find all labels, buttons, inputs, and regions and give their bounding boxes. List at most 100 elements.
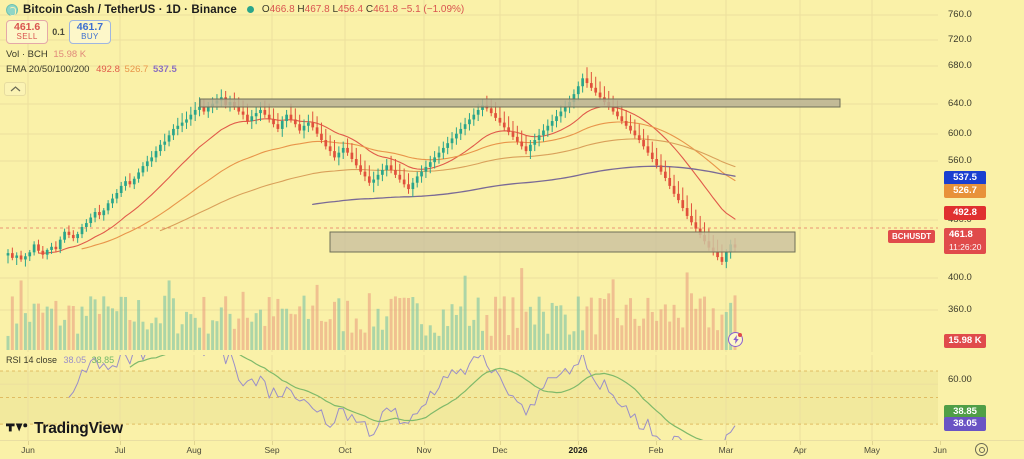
price-axis-label: 400.0 [948,272,972,283]
rsi-ma-badge[interactable]: 38.85 [944,405,986,419]
time-axis-tick [120,441,121,445]
volume-legend-label: Vol · BCH [6,49,48,61]
price-axis[interactable]: 760.0720.0680.0640.0600.0560.0480.0400.0… [888,0,1024,440]
rsi-axis-label: 60.00 [948,374,972,385]
rsi-chart-svg [0,355,938,440]
time-axis-tick [424,441,425,445]
symbol-title[interactable]: Bitcoin Cash / TetherUS · 1D · Binance [23,3,237,16]
ema-value-3: 537.5 [152,64,177,76]
rsi-value: 38.05 [63,355,87,365]
tradingview-watermark: TradingView [6,420,123,438]
time-axis-label: Dec [492,445,508,455]
current-price-value: 461.8 [949,229,973,240]
time-axis-label: Jun [21,445,35,455]
chart-legend: Bitcoin Cash / TetherUS · 1D · Binance O… [6,2,464,75]
price-axis-label: 360.0 [948,304,972,315]
trade-widget[interactable]: 461.6 SELL 0.1 461.7 BUY [6,20,464,45]
ohlc-open-value: 466.8 [269,4,295,15]
price-axis-label: 560.0 [948,155,972,166]
time-axis-label: Jul [114,445,126,455]
time-axis-label: Nov [416,445,432,455]
buy-button[interactable]: 461.7 BUY [68,20,112,45]
buy-price: 461.7 [76,21,104,33]
rsi-line [68,355,736,440]
time-axis-label: Aug [186,445,202,455]
time-axis[interactable]: Jun Jul Aug Sep Oct Nov Dec 2026 Feb Mar Apr May Jun [0,440,1024,459]
bch-logo-icon [6,3,18,16]
rsi-pane[interactable] [0,355,938,440]
support-zone[interactable] [329,231,796,253]
volume-series [6,268,737,350]
sell-label: SELL [16,32,38,42]
lightning-bolt-glyph [732,335,739,344]
symbol-row[interactable]: Bitcoin Cash / TetherUS · 1D · Binance O… [6,2,464,17]
market-open-dot-icon [246,6,254,13]
time-axis-tick [272,441,273,445]
ema-200-price-badge[interactable]: 537.5 [944,171,986,185]
price-axis-label: 760.0 [948,9,972,20]
ohlc-low-key: L [332,4,339,15]
price-axis-label: 600.0 [948,128,972,139]
time-axis-label: Jun [933,445,947,455]
time-axis-tick [578,441,579,445]
ohlc-close-value: 461.8 [373,4,399,15]
time-axis-label: 2026 [568,445,588,455]
time-axis-tick [726,441,727,445]
rsi-ma-value: 38.85 [91,355,115,365]
current-price-badge[interactable]: 461.8 11:26:20 [944,228,986,254]
price-axis-label: 680.0 [948,60,972,71]
ohlc-open-key: O [261,4,270,15]
time-axis-label: Sep [264,445,280,455]
rsi-ma-line [129,355,704,440]
ohlc-low-value: 456.4 [338,4,364,15]
time-axis-label: Oct [338,445,352,455]
buy-label: BUY [81,32,99,42]
volume-legend[interactable]: Vol · BCH 15.98 K [6,49,464,60]
ema-200-line [312,165,736,206]
rsi-value-badge[interactable]: 38.05 [944,417,986,431]
ema-value-2: 526.7 [124,64,149,76]
time-axis-tick [940,441,941,445]
alert-bolt-icon[interactable] [728,332,743,347]
resistance-zone[interactable] [199,98,841,108]
time-axis-label: May [863,445,881,455]
time-axis-label: Apr [793,445,807,455]
volume-value-badge[interactable]: 15.98 K [944,334,986,348]
time-axis-label: Feb [648,445,664,455]
ohlc-high-value: 467.8 [304,4,330,15]
bar-countdown: 11:26:20 [949,242,982,252]
volume-legend-value: 15.98 K [53,49,87,61]
collapse-legend-button[interactable] [4,82,26,96]
time-axis-tick [656,441,657,445]
rsi-legend-label: RSI 14 close [6,355,58,365]
ema-value-1: 492.8 [96,64,120,76]
ohlc-close-key: C [365,4,374,15]
time-axis-label: Mar [718,445,734,455]
ohlc-change: −5.1 (−1.09%) [400,4,465,15]
ema-100-price-badge[interactable]: 526.7 [944,184,986,198]
price-chart-svg [0,0,938,352]
sell-price: 461.6 [14,21,41,33]
spread-value: 0.1 [52,27,65,38]
ema-legend[interactable]: EMA 20/50/100/200 492.8 526.7 537.5 [6,64,464,75]
ohlc-values: O466.8 H467.8 L456.4 C461.8 −5.1 (−1.09%… [262,4,464,15]
price-axis-label: 640.0 [948,98,972,109]
chart-settings-icon[interactable] [975,443,988,456]
symbol-price-tag: BCHUSDT [888,230,936,243]
tradingview-wordmark: TradingView [34,420,123,437]
ema-legend-label: EMA 20/50/100/200 [6,64,90,76]
ema-20-line [37,106,736,254]
ema-50-price-badge[interactable]: 492.8 [944,206,986,220]
price-pane[interactable] [0,0,938,352]
time-axis-tick [800,441,801,445]
sell-button[interactable]: 461.6 SELL [6,20,49,45]
time-axis-tick [28,441,29,445]
ohlc-high-key: H [297,4,305,15]
tradingview-logo-icon [6,423,28,432]
rsi-legend[interactable]: RSI 14 close 38.05 38.85 [6,355,114,365]
time-axis-tick [194,441,195,445]
chevron-up-icon [10,86,20,92]
time-axis-tick [872,441,873,445]
time-axis-tick [500,441,501,445]
